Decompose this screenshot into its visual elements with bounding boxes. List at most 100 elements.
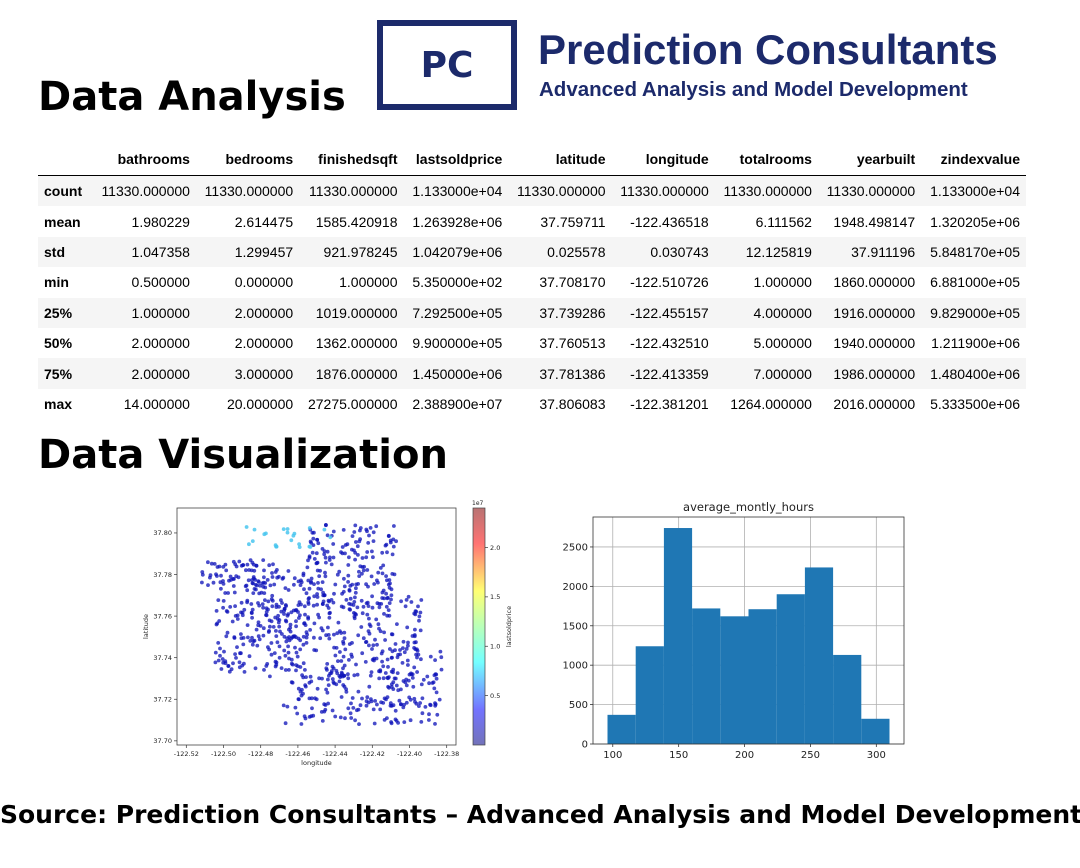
scatter-point-high — [328, 535, 333, 540]
table-cell: 6.881000e+05 — [930, 274, 1020, 291]
scatter-point — [324, 560, 328, 565]
table-cell: 1.042079e+06 — [412, 243, 503, 260]
scatter-point — [320, 719, 325, 723]
scatter-point — [250, 607, 255, 612]
scatter-point — [332, 681, 336, 686]
table-row: 25% 1.000000 2.000000 1019.000000 7.292500e+… — [38, 297, 1026, 328]
scatter-point — [339, 659, 344, 663]
scatter-point — [272, 651, 277, 655]
scatter-point — [433, 722, 437, 726]
scatter-point — [416, 604, 420, 609]
scatter-point — [340, 545, 345, 549]
scatter-point — [275, 617, 280, 621]
scatter-point — [268, 674, 272, 679]
scatter-point — [284, 639, 289, 644]
scatter-point — [382, 612, 386, 616]
scatter-point — [245, 623, 250, 627]
scatter-point — [294, 619, 298, 624]
scatter-point — [419, 682, 424, 687]
table-cell: 37.806083 — [539, 395, 606, 412]
scatter-point — [405, 625, 410, 630]
scatter-point — [326, 701, 330, 706]
table-cell: 6.111562 — [755, 213, 812, 230]
scatter-point — [294, 608, 299, 612]
scatter-point — [309, 541, 314, 545]
scatter-point — [366, 604, 371, 608]
scatter-point — [369, 699, 374, 704]
scatter-point — [385, 613, 390, 618]
scatter-point — [367, 533, 371, 538]
scatter-point — [264, 610, 269, 614]
scatter-point — [267, 563, 272, 568]
scatter-point — [219, 667, 224, 671]
scatter-point — [293, 645, 297, 650]
scatter-point — [305, 565, 310, 570]
scatter-point — [346, 706, 351, 711]
scatter-point — [393, 648, 397, 653]
scatter-point — [259, 590, 264, 595]
scatter-point — [435, 712, 440, 717]
scatter-point — [307, 586, 312, 591]
table-cell: 1.000000 — [339, 274, 398, 291]
scatter-point — [327, 558, 332, 562]
scatter-point — [390, 552, 395, 557]
x-tick-label: 200 — [735, 750, 754, 761]
scatter-point-high — [250, 539, 255, 543]
scatter-point — [382, 630, 386, 635]
scatter-point-high — [291, 533, 296, 538]
scatter-point — [303, 612, 307, 617]
scatter-point — [290, 635, 295, 640]
scatter-point — [348, 711, 353, 716]
scatter-point — [332, 645, 336, 650]
scatter-point — [393, 676, 398, 681]
scatter-point — [240, 613, 245, 618]
table-cell: 1.980229 — [131, 213, 190, 230]
scatter-point — [307, 596, 311, 600]
scatter-point — [303, 668, 307, 672]
scatter-point — [327, 673, 331, 678]
scatter-point — [298, 638, 303, 643]
scatter-point — [434, 690, 439, 695]
colorbar-label: lastsoldprice — [505, 606, 513, 647]
scatter-point — [286, 588, 291, 592]
scatter-point — [323, 555, 328, 560]
scatter-point — [372, 582, 377, 586]
scatter-point — [417, 614, 422, 619]
scatter-point — [386, 533, 391, 538]
scatter-point — [233, 614, 238, 618]
scatter-point — [252, 576, 256, 581]
scatter-point — [381, 676, 386, 681]
scatter-point — [267, 647, 271, 652]
scatter-point — [370, 549, 374, 554]
scatter-point — [299, 722, 304, 726]
scatter-point — [341, 528, 346, 532]
scatter-point — [341, 641, 346, 646]
scatter-point — [236, 575, 241, 580]
scatter-point — [366, 629, 371, 633]
scatter-point — [404, 700, 409, 705]
scatter-point — [369, 574, 374, 579]
scatter-point — [388, 581, 392, 586]
scatter-point — [353, 718, 357, 723]
scatter-point — [326, 633, 331, 637]
scatter-point — [349, 716, 354, 720]
scatter-point — [290, 680, 295, 685]
scatter-point — [346, 563, 351, 567]
scatter-point — [332, 591, 336, 596]
y-tick-label: 37.70 — [153, 737, 172, 745]
scatter-point — [318, 568, 322, 573]
scatter-point — [414, 652, 418, 657]
table-cell: 921.978245 — [323, 243, 398, 260]
scatter-point — [314, 648, 319, 653]
scatter-point — [269, 619, 274, 624]
scatter-point — [341, 589, 346, 594]
scatter-point — [399, 702, 403, 706]
colorbar — [472, 507, 486, 746]
scatter-point — [256, 623, 261, 628]
scatter-point — [288, 622, 293, 627]
scatter-point — [247, 654, 252, 659]
scatter-point — [321, 599, 326, 604]
scatter-point — [431, 680, 436, 685]
scatter-point — [355, 708, 359, 713]
scatter-point — [391, 537, 396, 542]
